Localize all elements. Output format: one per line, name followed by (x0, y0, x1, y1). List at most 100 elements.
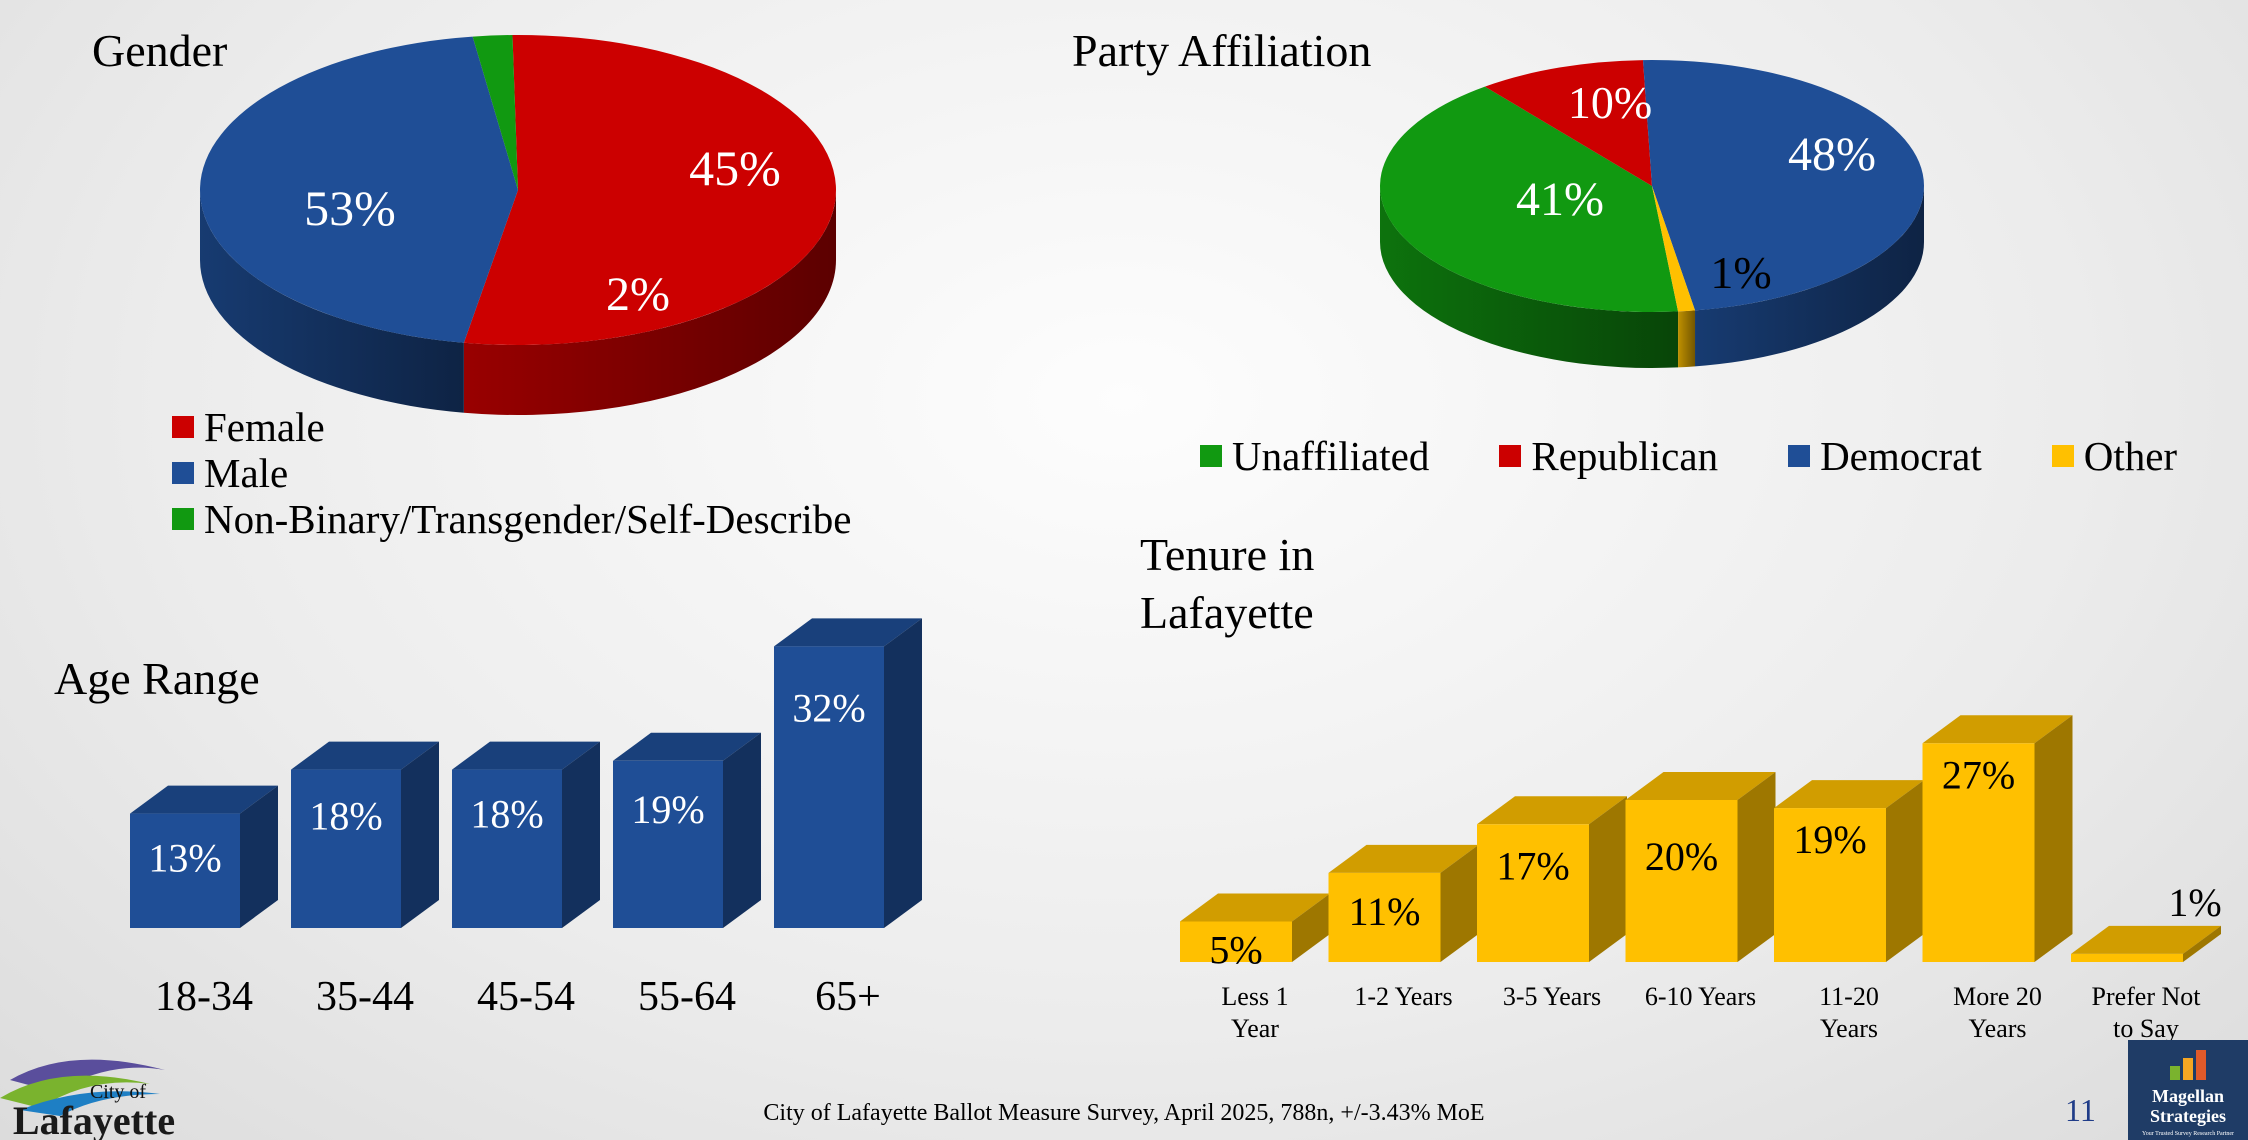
gender-legend: Female Male Non-Binary/Transgender/Self-… (172, 404, 852, 542)
bar-front-face (1625, 800, 1738, 962)
pie-slice-other (1652, 186, 1696, 312)
bar-data-label: 32% (792, 685, 865, 730)
bar-top-face (1774, 780, 1924, 809)
magellan-name-line1: Magellan (2152, 1086, 2224, 1106)
bar-data-label: 17% (1496, 843, 1569, 888)
bar-top-face (1922, 715, 2073, 744)
party-pie-chart: 41% 10% 48% 1% (1380, 59, 1925, 368)
pie-data-label: 41% (1516, 173, 1604, 226)
party-legend-label: Democrat (1820, 433, 1982, 479)
bar-data-label: 27% (1942, 752, 2015, 797)
party-legend-item-democrat: Democrat (1788, 432, 1982, 480)
bar-2 (1477, 796, 1627, 962)
bar-side-face (723, 732, 761, 928)
bar-top-face (613, 732, 761, 761)
pie-data-label: 53% (304, 180, 396, 236)
bar-side-face (1886, 780, 1924, 962)
magellan-name-line2: Strategies (2150, 1106, 2226, 1126)
bar-front-face (2071, 953, 2183, 962)
pie-slice-female (463, 35, 837, 345)
bar-data-label: 20% (1645, 834, 1718, 879)
bar-data-label: 13% (148, 836, 221, 881)
bar-2 (452, 741, 600, 928)
female-swatch (172, 416, 194, 438)
bar-category-label: 65+ (815, 974, 881, 1020)
pie-data-label: 45% (689, 140, 781, 196)
bar-front-face (1328, 872, 1441, 962)
party-legend-item-unaffiliated: Unaffiliated (1200, 432, 1429, 480)
bar-side-face (2183, 925, 2221, 962)
bar-category-label: Prefer Not (2091, 982, 2201, 1011)
magellan-tagline: Your Trusted Survey Research Partner (2142, 1131, 2234, 1137)
republican-swatch (1499, 445, 1522, 467)
bar-data-label: 5% (1209, 928, 1262, 973)
bar-category-label: Years (1968, 1014, 2026, 1043)
bar-top-face (291, 741, 439, 770)
bar-side-face (1589, 796, 1627, 962)
democrat-swatch (1788, 445, 1811, 467)
bar-front-face (1774, 808, 1886, 962)
pie-slice-republican (1484, 60, 1652, 186)
bar-category-label: 11-20 (1819, 982, 1879, 1011)
footer-source-note: City of Lafayette Ballot Measure Survey,… (763, 1100, 1485, 1126)
bar-top-face (130, 785, 278, 814)
age-bar-chart: 13% 18-34 18% 35-44 18% 45-54 19% 55-64 32% 65+ (130, 618, 922, 1020)
bar-data-label: 1% (2168, 880, 2221, 925)
logo-city-of: City of (90, 1081, 146, 1103)
pie-data-label: 48% (1788, 128, 1876, 181)
pie-side-wall (1695, 186, 1924, 367)
gender-pie-chart: 53% 45% 2% (200, 35, 837, 415)
pie-slice-democrat (1642, 59, 1925, 311)
bar-data-label: 18% (309, 794, 382, 839)
bar-category-label: 1-2 Years (1354, 982, 1452, 1011)
pie-slice-unaffiliated (1380, 86, 1679, 312)
bar-category-label: Less 1 (1221, 982, 1288, 1011)
bar-0 (1180, 893, 1330, 962)
gender-legend-item-nonbinary: Non-Binary/Transgender/Self-Describe (172, 496, 852, 542)
age-title: Age Range (54, 653, 260, 704)
bar-side-face (884, 618, 922, 928)
pie-side-wall (200, 190, 464, 413)
party-title: Party Affiliation (1072, 25, 1372, 76)
bar-front-face (130, 813, 240, 928)
party-legend-label: Unaffiliated (1232, 433, 1430, 479)
pie-side-wall (1678, 310, 1696, 368)
bar-front-face (452, 769, 562, 928)
bar-category-label: to Say (2113, 1014, 2179, 1043)
bar-4 (1774, 780, 1924, 962)
bar-1 (291, 741, 439, 928)
pie-data-label: 1% (1710, 247, 1771, 298)
bar-data-label: 11% (1349, 889, 1421, 934)
magellan-strategies-logo: Magellan Strategies Your Trusted Survey … (2128, 1040, 2248, 1140)
bar-top-face (1328, 844, 1479, 873)
bar-category-label: 18-34 (155, 974, 253, 1020)
bar-category-label: 55-64 (638, 974, 736, 1020)
city-of-lafayette-logo: City of Lafayette (0, 1059, 175, 1140)
page-number: 11 (2065, 1092, 2096, 1128)
bar-front-face (291, 769, 401, 928)
bar-category-label: More 20 (1953, 982, 2042, 1011)
bar-1 (1328, 844, 1479, 962)
tenure-bar-chart: 5% Less 1 Year 11% 1-2 Years 17% 3-5 Years 20% 6… (1180, 715, 2222, 1043)
tenure-title-line1: Tenure in (1140, 529, 1315, 580)
pie-slice-non-binary-transgender-self-describe (472, 35, 518, 190)
gender-legend-label: Female (204, 404, 325, 450)
bar-side-face (562, 741, 600, 928)
party-legend-item-other: Other (2051, 432, 2177, 480)
bar-category-label: 35-44 (316, 974, 414, 1020)
pie-data-label: 2% (606, 268, 670, 321)
tenure-title-line2: Lafayette (1140, 586, 1314, 638)
logo-lafayette: Lafayette (13, 1098, 175, 1140)
bar-data-label: 19% (631, 787, 704, 832)
bar-3 (1625, 772, 1776, 962)
bar-top-face (2071, 925, 2221, 954)
gender-legend-label: Non-Binary/Transgender/Self-Describe (204, 496, 852, 542)
bar-front-face (774, 646, 884, 928)
other-swatch (2051, 445, 2074, 467)
bar-side-face (1737, 772, 1776, 962)
bar-front-face (1922, 743, 2035, 962)
bar-category-label: 45-54 (477, 974, 575, 1020)
bar-front-face (613, 760, 723, 928)
party-legend-item-republican: Republican (1499, 432, 1718, 480)
gender-legend-item-female: Female (172, 404, 852, 450)
